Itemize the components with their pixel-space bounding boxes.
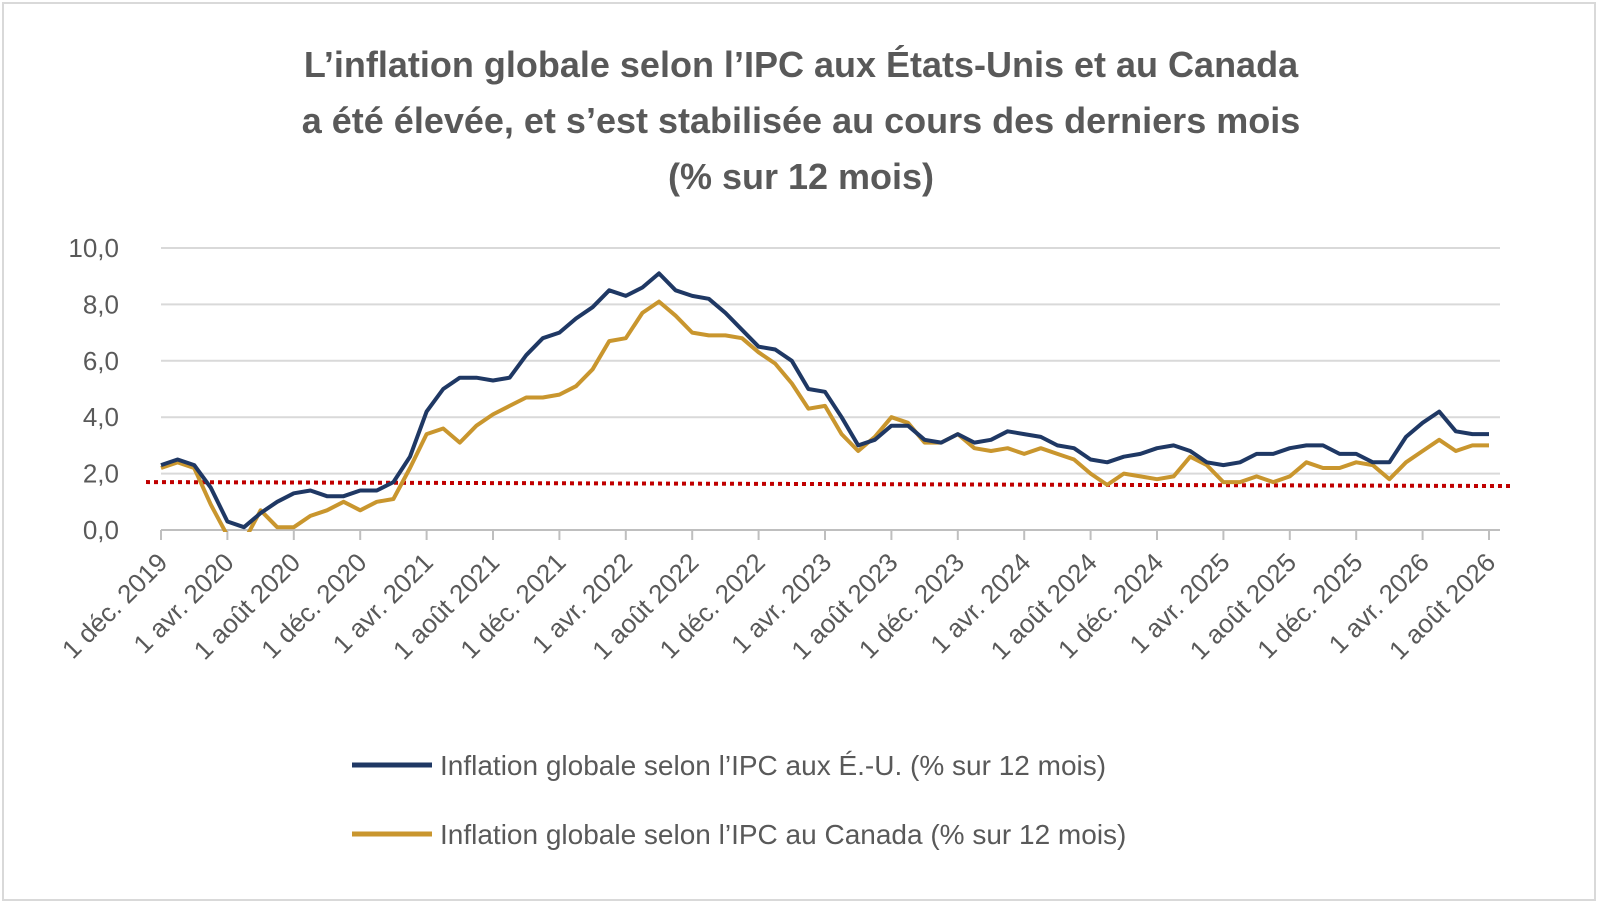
- chart-title-line-1: L’inflation globale selon l’IPC aux État…: [304, 44, 1299, 85]
- y-tick-label: 4,0: [83, 402, 119, 432]
- x-axis: [160, 529, 1500, 540]
- y-tick-label: 10,0: [68, 233, 119, 263]
- chart-title-line-3: (% sur 12 mois): [668, 156, 934, 197]
- target-line-layer: [145, 480, 1513, 489]
- y-tick-label: 8,0: [83, 289, 119, 319]
- y-tick-label: 6,0: [83, 346, 119, 376]
- series-line-canada: [160, 299, 1489, 532]
- legend: Inflation globale selon l’IPC aux É.-U. …: [352, 750, 1126, 850]
- chart-title-line-2: a été élevée, et s’est stabilisée au cou…: [302, 100, 1301, 141]
- legend-label-us: Inflation globale selon l’IPC aux É.-U. …: [440, 750, 1106, 781]
- target-line: [145, 480, 1513, 489]
- y-axis-ticks: 0,0 2,0 4,0 6,0 8,0 10,0: [68, 233, 119, 545]
- y-tick-label: 0,0: [83, 515, 119, 545]
- legend-label-canada: Inflation globale selon l’IPC au Canada …: [440, 819, 1126, 850]
- series-layer: [160, 271, 1489, 532]
- series-line-us: [160, 271, 1489, 530]
- chart-svg: L’inflation globale selon l’IPC aux État…: [56, 44, 1513, 850]
- chart-title: L’inflation globale selon l’IPC aux État…: [302, 44, 1301, 197]
- gridlines: [161, 247, 1500, 475]
- y-tick-label: 2,0: [83, 459, 119, 489]
